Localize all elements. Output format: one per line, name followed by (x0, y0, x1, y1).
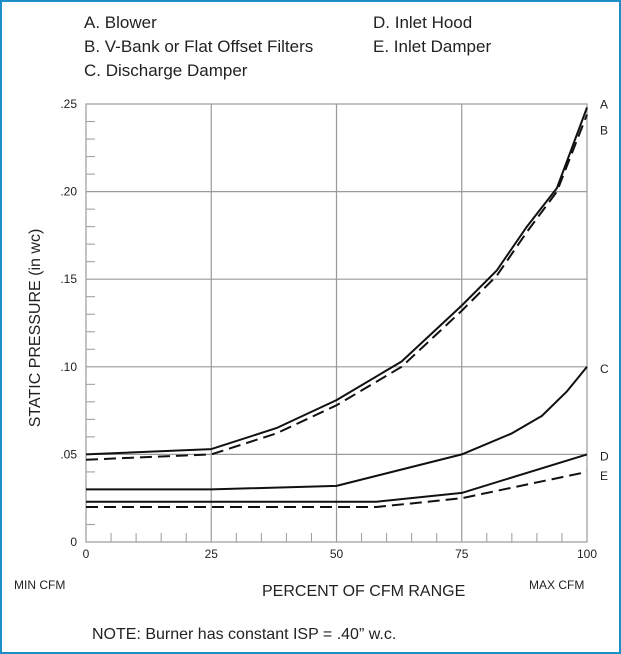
series-line-c (86, 366, 588, 491)
legend: A. Blower B. V-Bank or Flat Offset Filte… (84, 13, 491, 80)
y-axis-title: STATIC PRESSURE (in wc) (27, 229, 44, 428)
series-end-label-b: B (600, 124, 608, 138)
y-tick-label-1: .05 (60, 447, 77, 461)
y-tick-label-2: .10 (60, 360, 77, 374)
legend-item-e: E. Inlet Damper (373, 37, 491, 56)
legend-item-c: C. Discharge Damper (84, 61, 248, 80)
series-line-a (85, 107, 588, 456)
series-line-b (85, 114, 588, 461)
plot-area: 0 25 50 75 100 0 .05 .10 .15 .20 .25 AB C DE (60, 97, 609, 561)
x-tick-label-1: 25 (205, 547, 219, 561)
x-tick-label-2: 50 (330, 547, 344, 561)
x-tick-label-3: 75 (455, 547, 469, 561)
legend-item-d: D. Inlet Hood (373, 13, 472, 32)
y-tick-label-4: .20 (60, 185, 77, 199)
series-end-label-c: C (600, 362, 609, 376)
series-end-label-a: A (600, 98, 608, 112)
x-min-label: MIN CFM (14, 578, 65, 592)
y-tick-label-0: 0 (70, 535, 77, 549)
x-tick-label-4: 100 (577, 547, 597, 561)
y-tick-label-5: .25 (60, 97, 77, 111)
burner-note: NOTE: Burner has constant ISP = .40” w.c… (92, 626, 396, 643)
x-axis-title: PERCENT OF CFM RANGE (262, 583, 465, 600)
x-max-label: MAX CFM (529, 578, 584, 592)
series-line-d (86, 453, 588, 503)
series-end-label-d: D (600, 449, 609, 463)
legend-item-b: B. V-Bank or Flat Offset Filters (84, 37, 313, 56)
x-tick-label-0: 0 (83, 547, 90, 561)
legend-item-a: A. Blower (84, 13, 157, 32)
series-end-label-e: E (600, 469, 608, 483)
series-line-e (86, 470, 588, 508)
y-tick-label-3: .15 (60, 272, 77, 286)
